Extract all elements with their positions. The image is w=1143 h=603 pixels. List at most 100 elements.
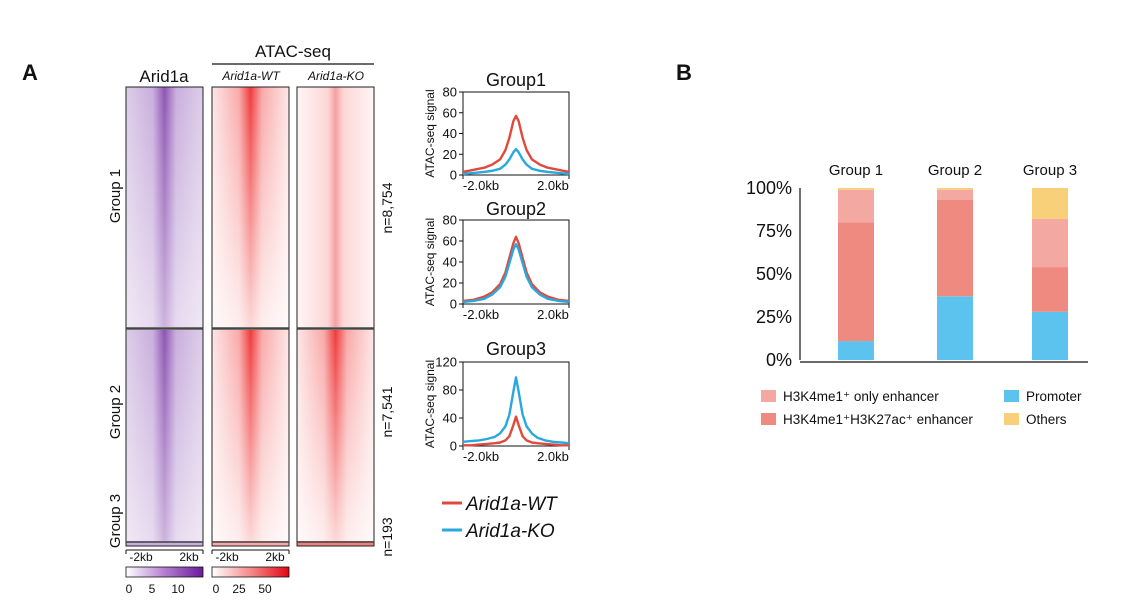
svg-text:0: 0: [126, 582, 133, 596]
group-3-label: Group 3: [107, 494, 124, 548]
svg-text:25: 25: [232, 582, 246, 596]
bar-segment: [1032, 219, 1068, 268]
y-tick-label: 60: [443, 105, 457, 120]
category-label: Group 3: [1023, 162, 1077, 179]
heatmap-atac-ko: [296, 86, 375, 547]
colorbar-arid1a: 0 5 10: [125, 566, 204, 596]
y-tick-label: 120: [435, 355, 457, 370]
heatmap-axis-atac: -2kb 2kb: [211, 549, 290, 564]
ko-title: Arid1a-KO: [307, 69, 364, 83]
profile-plot-group2: Group2 0 20 40 60 80 ATAC-seq signal -2.0kb 2.0k…: [423, 199, 570, 322]
plot-frame: [462, 91, 570, 176]
series-line-wt: [462, 235, 570, 303]
svg-text:2kb: 2kb: [179, 550, 199, 564]
y-tick-label: 80: [443, 213, 457, 228]
category-label: Group 1: [829, 162, 883, 179]
colorbar-atac: 0 25 50: [211, 566, 290, 596]
svg-text:0: 0: [213, 582, 220, 596]
legend-h3k4me1-h3k27ac-swatch: [761, 413, 776, 425]
y-tick-label: 80: [443, 383, 457, 398]
bar-segment: [838, 189, 874, 223]
legend-others-label: Others: [1026, 412, 1067, 427]
legend-ko-label: Arid1a-KO: [465, 521, 555, 542]
y-tick-label: 20: [443, 276, 457, 291]
group-1-label: Group 1: [107, 169, 124, 223]
y-tick-label: 100%: [746, 178, 792, 198]
svg-text:5: 5: [149, 582, 156, 596]
y-tick-label: 0: [450, 168, 457, 183]
y-tick-label: 0: [450, 297, 457, 312]
arid1a-title: Arid1a: [139, 67, 189, 86]
group-1-count: n=8,754: [379, 182, 395, 233]
svg-text:-2kb: -2kb: [215, 550, 239, 564]
stacked-bar-chart: 0% 25% 50% 75% 100% Group 1 Group 2 Group 3: [746, 162, 1088, 370]
y-axis-label: ATAC-seq signal: [423, 89, 437, 177]
profile-plot-group1: Group1 0 20 40 60 80 ATAC-seq signal -2.0kb 2.0k…: [423, 70, 570, 193]
bar-segment: [937, 188, 973, 190]
bar-segment: [1032, 267, 1068, 312]
y-tick-label: 60: [443, 234, 457, 249]
y-tick-label: 40: [443, 255, 457, 270]
legend-others-swatch: [1004, 413, 1019, 425]
svg-text:-2kb: -2kb: [129, 550, 153, 564]
profile-title: Group2: [486, 199, 546, 219]
x-tick-label: -2.0kb: [463, 178, 499, 193]
series-line-wt: [463, 415, 569, 447]
legend-promoter-label: Promoter: [1026, 389, 1082, 404]
bar-segment: [838, 188, 874, 190]
y-tick-label: 25%: [756, 307, 792, 327]
x-tick-label: -2.0kb: [463, 307, 499, 322]
panel-b-label: B: [676, 60, 692, 85]
svg-text:50: 50: [258, 582, 272, 596]
y-tick-label: 75%: [756, 221, 792, 241]
x-tick-label: 2.0kb: [537, 307, 569, 322]
plot-frame: [462, 219, 570, 305]
bar-segment: [838, 222, 874, 342]
group-3-count: n=193: [379, 517, 395, 557]
series-line-wt: [462, 114, 570, 174]
series-line-ko: [462, 147, 570, 176]
legend-panel-b: H3K4me1⁺ only enhancer H3K4me1⁺H3K27ac⁺ …: [761, 389, 1082, 427]
y-tick-label: 0: [450, 439, 457, 454]
bar-segment: [1032, 188, 1068, 219]
profile-title: Group3: [486, 339, 546, 359]
legend-h3k4me1-only-label: H3K4me1⁺ only enhancer: [783, 389, 939, 404]
legend-h3k4me1-h3k27ac-label: H3K4me1⁺H3K27ac⁺ enhancer: [783, 412, 973, 427]
series-line-ko: [462, 376, 570, 445]
category-label: Group 2: [928, 162, 982, 179]
group-2-label: Group 2: [107, 385, 124, 439]
y-tick-label: 40: [443, 411, 457, 426]
legend-promoter-swatch: [1004, 390, 1019, 402]
y-axis-label: ATAC-seq signal: [423, 360, 437, 448]
series-line-ko: [462, 242, 570, 304]
y-axis-label: ATAC-seq signal: [423, 218, 437, 306]
profile-title: Group1: [486, 70, 546, 90]
heatmap-arid1a: [125, 86, 204, 547]
legend-h3k4me1-only-swatch: [761, 390, 776, 402]
x-tick-label: 2.0kb: [537, 178, 569, 193]
heatmap-axis-arid1a: -2kb 2kb: [125, 549, 204, 564]
bar-segment: [838, 341, 874, 360]
heatmap-atac-wt: [211, 86, 290, 547]
y-tick-label: 50%: [756, 264, 792, 284]
bar-segment: [937, 200, 973, 297]
plot-frame: [462, 361, 570, 447]
svg-text:2kb: 2kb: [265, 550, 285, 564]
x-tick-label: -2.0kb: [463, 449, 499, 464]
bar-segment: [1032, 311, 1068, 360]
y-tick-label: 0%: [766, 350, 792, 370]
y-tick-label: 40: [443, 126, 457, 141]
bar-segment: [937, 189, 973, 200]
svg-text:10: 10: [171, 582, 185, 596]
y-tick-label: 20: [443, 147, 457, 162]
atac-title: ATAC-seq: [255, 42, 331, 61]
y-tick-label: 80: [443, 85, 457, 100]
legend-panel-a: Arid1a-WT Arid1a-KO: [442, 494, 558, 542]
group-2-count: n=7,541: [379, 386, 395, 437]
panel-a-label: A: [22, 60, 38, 85]
wt-title: Arid1a-WT: [221, 69, 281, 83]
bar-segment: [937, 296, 973, 360]
x-tick-label: 2.0kb: [537, 449, 569, 464]
